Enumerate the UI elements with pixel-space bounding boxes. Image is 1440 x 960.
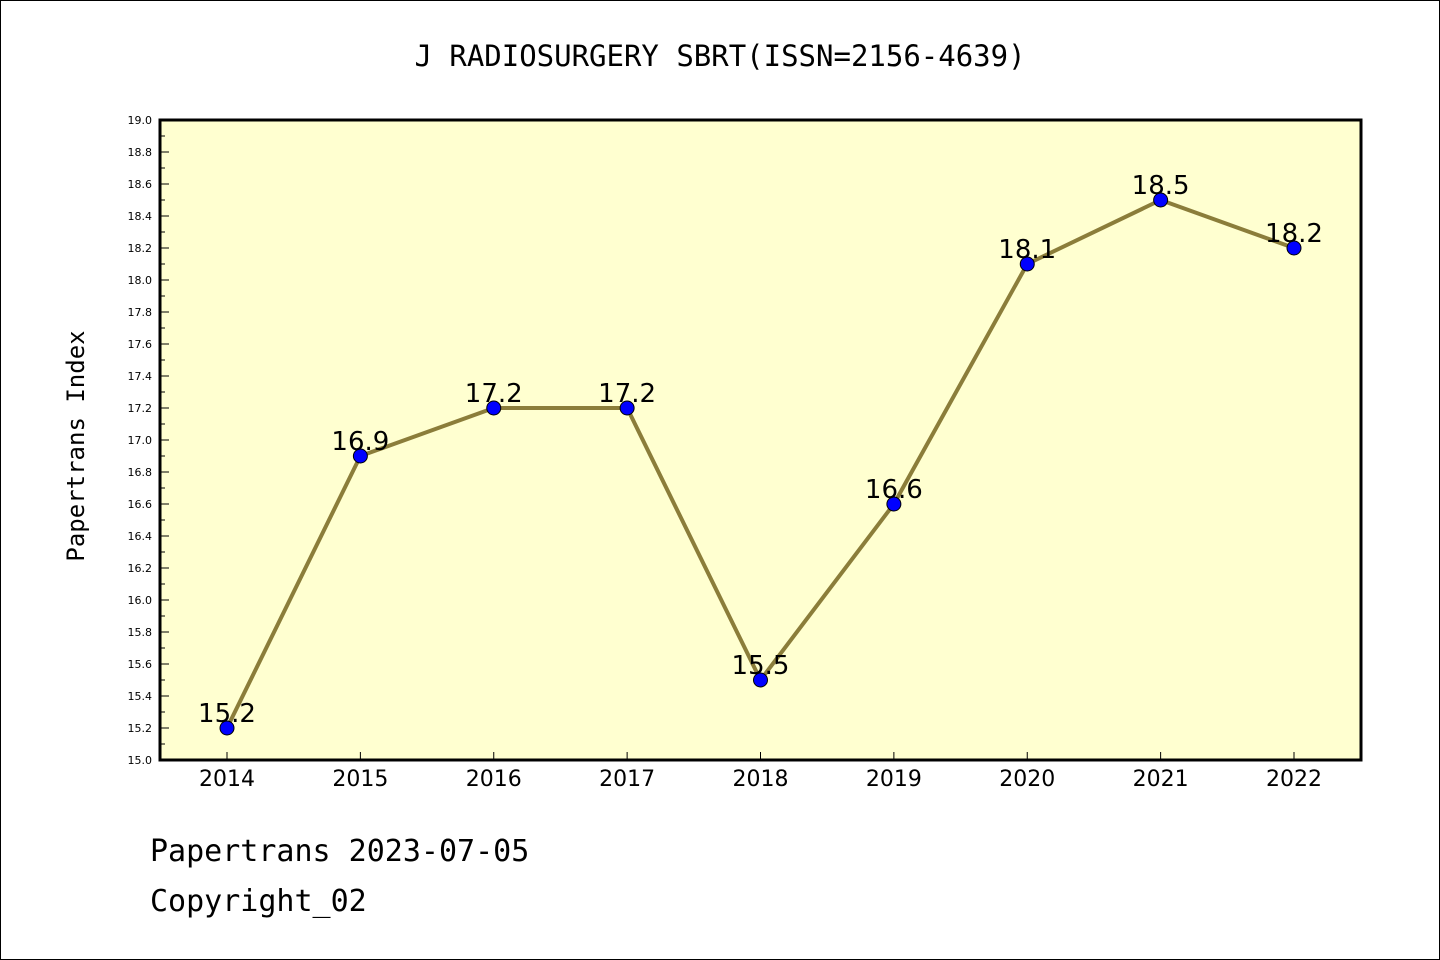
data-label: 18.5 bbox=[1132, 171, 1190, 201]
data-label: 18.2 bbox=[1265, 219, 1323, 249]
data-point bbox=[1019, 256, 1035, 272]
y-tick-label: 17.0 bbox=[128, 434, 153, 447]
x-tick-label: 2016 bbox=[466, 767, 522, 792]
data-label: 15.2 bbox=[198, 699, 256, 729]
y-tick-label: 15.6 bbox=[128, 658, 153, 671]
y-tick-label: 16.4 bbox=[128, 530, 153, 543]
data-point bbox=[1286, 240, 1302, 256]
data-label: 16.9 bbox=[331, 427, 389, 457]
data-label: 18.1 bbox=[998, 235, 1056, 265]
y-tick-label: 17.4 bbox=[128, 370, 153, 383]
y-tick-label: 18.4 bbox=[128, 210, 153, 223]
y-tick-label: 18.6 bbox=[128, 178, 153, 191]
y-tick-label: 16.8 bbox=[128, 466, 153, 479]
x-tick-label: 2017 bbox=[599, 767, 655, 792]
data-point bbox=[1153, 192, 1169, 208]
data-label: 16.6 bbox=[865, 475, 923, 505]
data-label: 17.2 bbox=[465, 379, 523, 409]
y-tick-label: 18.8 bbox=[128, 146, 153, 159]
x-tick-label: 2019 bbox=[866, 767, 922, 792]
y-tick-label: 17.2 bbox=[128, 402, 153, 415]
x-tick-label: 2018 bbox=[733, 767, 789, 792]
x-tick-label: 2014 bbox=[199, 767, 255, 792]
y-tick-label: 18.2 bbox=[128, 242, 153, 255]
x-tick-label: 2022 bbox=[1266, 767, 1322, 792]
y-tick-label: 16.6 bbox=[128, 498, 153, 511]
x-tick-label: 2020 bbox=[999, 767, 1055, 792]
plot-border bbox=[158, 118, 1363, 762]
data-markers bbox=[219, 192, 1302, 736]
y-tick-label: 15.2 bbox=[128, 722, 153, 735]
plot-area bbox=[160, 120, 1361, 760]
y-tick-label: 16.2 bbox=[128, 562, 153, 575]
data-label: 17.2 bbox=[598, 379, 656, 409]
chart-title: J RADIOSURGERY SBRT(ISSN=2156-4639) bbox=[414, 39, 1025, 73]
data-point bbox=[219, 720, 235, 736]
x-axis: 2014 2015 2016 2017 2018 2019 2020 2021 2022 bbox=[199, 752, 1322, 792]
x-tick-label: 2015 bbox=[332, 767, 388, 792]
y-tick-label: 15.0 bbox=[128, 754, 153, 767]
y-tick-label: 19.0 bbox=[128, 114, 153, 127]
data-point bbox=[352, 448, 368, 464]
y-axis-label: Papertrans Index bbox=[62, 330, 90, 561]
footer-copyright: Copyright_02 bbox=[150, 884, 367, 919]
footer-date: Papertrans 2023-07-05 bbox=[150, 834, 530, 869]
data-label: 15.5 bbox=[732, 651, 790, 681]
x-tick-label: 2021 bbox=[1133, 767, 1189, 792]
y-tick-label: 15.8 bbox=[128, 626, 153, 639]
data-point bbox=[753, 672, 768, 688]
data-point bbox=[619, 400, 635, 416]
y-axis: 15.0 15.2 15.4 15.6 15.8 16.0 16.2 16.4 16.6 16.8… bbox=[128, 114, 169, 767]
y-tick-label: 17.8 bbox=[128, 306, 153, 319]
y-tick-label: 17.6 bbox=[128, 338, 153, 351]
data-labels: 15.2 16.9 17.2 17.2 15.5 16.6 18.1 18.5 18.2 bbox=[198, 171, 1323, 729]
data-point bbox=[886, 496, 902, 512]
data-point bbox=[486, 400, 502, 416]
y-tick-label: 16.0 bbox=[128, 594, 153, 607]
y-tick-label: 15.4 bbox=[128, 690, 153, 703]
y-tick-label: 18.0 bbox=[128, 274, 153, 287]
